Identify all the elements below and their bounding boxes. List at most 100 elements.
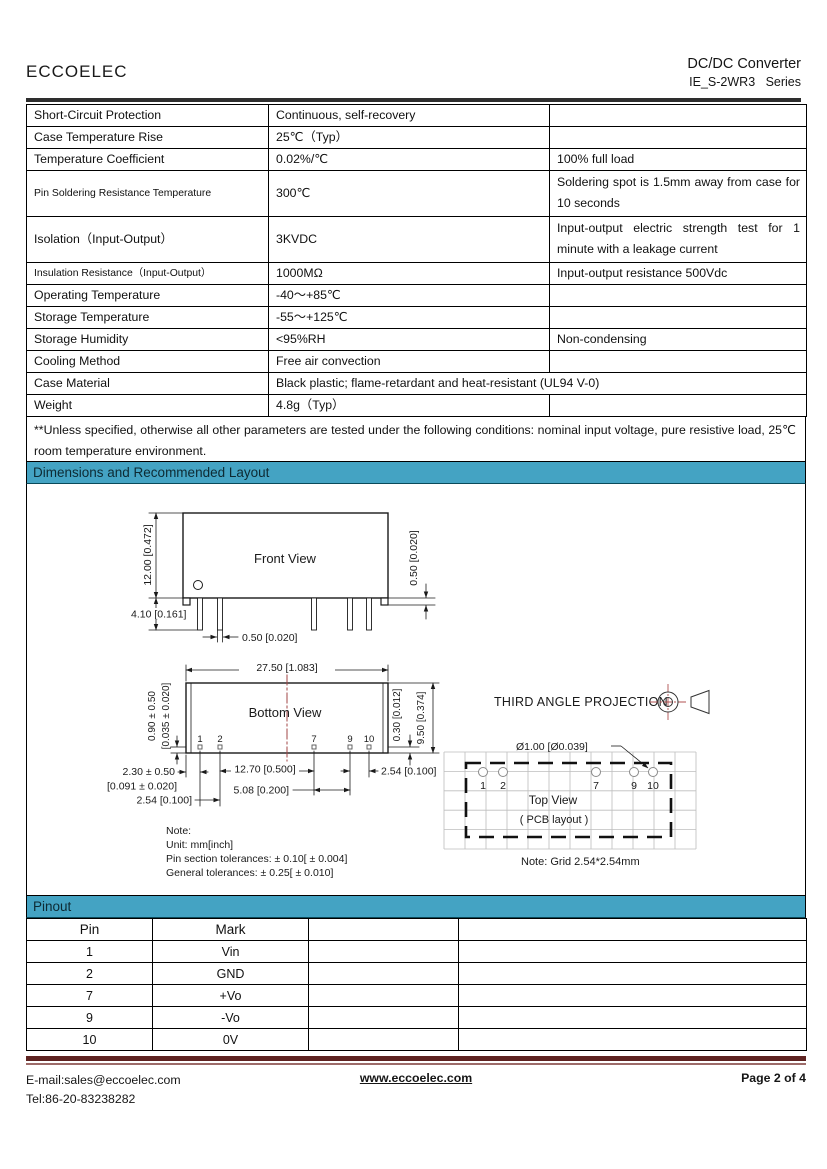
- grid-note: Note: Grid 2.54*2.54mm: [521, 856, 640, 868]
- dim-label-pin-width: 0.50 [0.020]: [242, 632, 298, 644]
- test-conditions-note: **Unless specified, otherwise all other …: [26, 417, 806, 462]
- mark-cell: GND: [152, 962, 309, 985]
- footer-rule: [26, 1056, 806, 1065]
- module-outline-dashed: [464, 761, 673, 839]
- empty-cell: [308, 940, 459, 963]
- cone-icon: [690, 689, 710, 715]
- pin-number: 9: [347, 734, 352, 745]
- mounting-hole: [498, 767, 508, 777]
- table-row: Weight 4.8g（Typ）: [26, 394, 807, 417]
- empty-cell: [458, 940, 807, 963]
- spec-label: Operating Temperature: [26, 284, 269, 307]
- empty-cell: [458, 1006, 807, 1029]
- empty-cell: [458, 1028, 807, 1051]
- spec-label: Case Material: [26, 372, 269, 395]
- pin-number: 2: [217, 734, 222, 745]
- pin-number: 10: [647, 780, 659, 792]
- dim-label-pin-offset: 0.30 [0.012]: [392, 688, 403, 741]
- table-row: Case Material Black plastic; flame-retar…: [26, 372, 807, 395]
- empty-cell: [308, 1028, 459, 1051]
- footer-website-link[interactable]: www.eccoelec.com: [359, 1071, 473, 1085]
- page-header: ECCOELEC DC/DC Converter IE_S-2WR3 Serie…: [26, 56, 801, 98]
- third-angle-projection: THIRD ANGLE PROJECTION: [494, 684, 710, 720]
- front-view-drawing: Front View 12.00 [0.472] 4.10 [0.161]: [128, 512, 436, 644]
- table-row: 7 +Vo: [26, 984, 807, 1007]
- spec-label: Storage Humidity: [26, 328, 269, 351]
- spec-value: 0.02%/℃: [268, 148, 550, 171]
- technical-drawing: Front View 12.00 [0.472] 4.10 [0.161]: [107, 512, 710, 879]
- spec-note: [549, 284, 807, 307]
- pin-number: 10: [364, 734, 375, 745]
- table-row: 2 GND: [26, 962, 807, 985]
- dim-label-depth: 9.50 [0.374]: [416, 691, 427, 744]
- dim-label-step: 0.50 [0.020]: [408, 530, 420, 586]
- note-line: Unit: mm[inch]: [166, 839, 233, 851]
- spec-note: Input-output electric strength test for …: [549, 216, 807, 263]
- table-row: Insulation Resistance（Input-Output） 1000…: [26, 262, 807, 285]
- spec-label: Isolation（Input-Output）: [26, 216, 269, 263]
- col-header-pin: Pin: [26, 918, 153, 941]
- table-row: Cooling Method Free air convection: [26, 350, 807, 373]
- footer-email: E-mail:sales@eccoelec.com: [26, 1073, 181, 1087]
- empty-cell: [308, 1006, 459, 1029]
- spec-value: 25℃（Typ）: [268, 126, 550, 149]
- spec-note: [549, 126, 807, 149]
- pin-number: 7: [593, 780, 599, 792]
- dim-label-height: 12.00 [0.472]: [142, 524, 154, 585]
- pin-cell: 7: [26, 984, 153, 1007]
- col-header-empty: [458, 918, 807, 941]
- empty-cell: [458, 984, 807, 1007]
- empty-cell: [308, 984, 459, 1007]
- spec-label: Temperature Coefficient: [26, 148, 269, 171]
- spec-note: Input-output resistance 500Vdc: [549, 262, 807, 285]
- table-header-row: Pin Mark: [26, 918, 807, 941]
- table-row: Case Temperature Rise 25℃（Typ）: [26, 126, 807, 149]
- pinout-table: Pin Mark 1 Vin 2 GND 7 +Vo: [26, 918, 807, 1051]
- spec-note: Non-condensing: [549, 328, 807, 351]
- pin-number: 1: [480, 780, 486, 792]
- table-row: Pin Soldering Resistance Temperature 300…: [26, 170, 807, 217]
- mounting-hole: [478, 767, 488, 777]
- series-title: IE_S-2WR3 Series: [689, 75, 801, 89]
- header-rule: [26, 98, 801, 102]
- top-view-pcb-layout: 1 2 7 9 10 Top View ( PCB layout ) Ø1.00…: [443, 741, 697, 868]
- pin-number: 7: [311, 734, 316, 745]
- drawing-notes: Note: Unit: mm[inch] Pin section toleran…: [166, 825, 347, 879]
- section-header-dimensions: Dimensions and Recommended Layout: [26, 462, 806, 484]
- spec-label: Short-Circuit Protection: [26, 104, 269, 127]
- table-row: 1 Vin: [26, 940, 807, 963]
- spec-table: Short-Circuit Protection Continuous, sel…: [26, 104, 807, 417]
- note-line: Note:: [166, 825, 191, 837]
- table-row: Storage Humidity <95%RH Non-condensing: [26, 328, 807, 351]
- spec-value: Continuous, self-recovery: [268, 104, 550, 127]
- empty-cell: [458, 962, 807, 985]
- projection-symbol-icon: [650, 684, 710, 720]
- col-header-mark: Mark: [152, 918, 309, 941]
- spec-note: [549, 104, 807, 127]
- mark-cell: +Vo: [152, 984, 309, 1007]
- spec-note: [549, 350, 807, 373]
- note-line: Pin section tolerances: ± 0.10[ ± 0.004]: [166, 853, 347, 865]
- dim-label-pin-length: 4.10 [0.161]: [131, 609, 187, 621]
- pin-number: 2: [500, 780, 506, 792]
- spec-label: Insulation Resistance（Input-Output）: [26, 262, 269, 285]
- spec-value: 300℃: [268, 170, 550, 217]
- spec-value: -40～+85℃: [268, 284, 550, 307]
- section-header-pinout: Pinout: [26, 896, 806, 918]
- col-header-empty: [308, 918, 459, 941]
- bottom-view-drawing: Bottom View 1 2 7 9 10: [107, 661, 440, 807]
- table-row: Temperature Coefficient 0.02%/℃ 100% ful…: [26, 148, 807, 171]
- dim-label-edge2: [0.091 ± 0.020]: [107, 781, 177, 793]
- note-line: General tolerances: ± 0.25[ ± 0.010]: [166, 867, 333, 879]
- spec-label: Storage Temperature: [26, 306, 269, 329]
- dim-label-hole-dia: Ø1.00 [Ø0.039]: [516, 741, 588, 753]
- empty-cell: [308, 962, 459, 985]
- projection-label: THIRD ANGLE PROJECTION: [494, 695, 668, 709]
- dim-label-width: 27.50 [1.083]: [256, 662, 317, 674]
- dim-label-edge1: 2.30 ± 0.50: [123, 766, 176, 778]
- pin-cell: 1: [26, 940, 153, 963]
- pin-cell: 2: [26, 962, 153, 985]
- table-row: 10 0V: [26, 1028, 807, 1051]
- front-view-title: Front View: [254, 551, 317, 566]
